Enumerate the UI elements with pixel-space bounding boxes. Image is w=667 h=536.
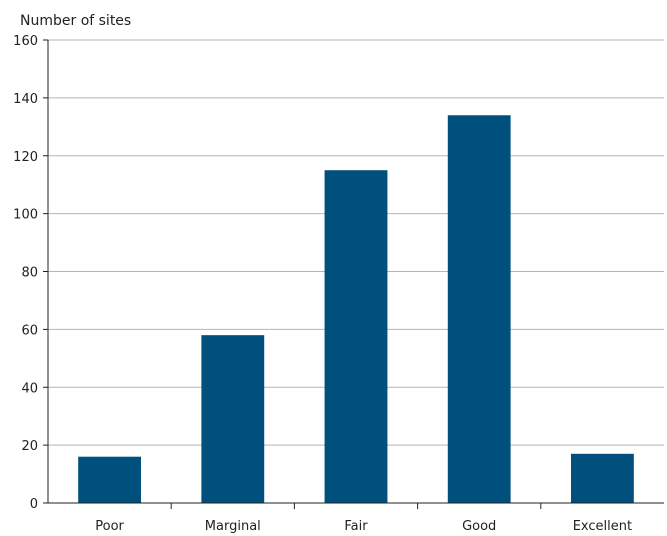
bar-good xyxy=(447,115,511,504)
bar-marginal xyxy=(201,335,265,503)
x-tick-label: Fair xyxy=(344,519,368,534)
x-tick-label: Excellent xyxy=(573,519,632,534)
y-tick-label: 40 xyxy=(21,381,38,396)
y-axis-title: Number of sites xyxy=(20,13,131,29)
y-tick-label: 0 xyxy=(30,497,38,512)
y-tick-label: 100 xyxy=(13,208,38,223)
x-tick-label: Marginal xyxy=(205,519,261,534)
axes xyxy=(43,39,664,509)
y-tick-label: 20 xyxy=(21,439,38,454)
x-tick-label: Good xyxy=(462,519,496,534)
y-tick-label: 160 xyxy=(13,34,38,49)
bar-fair xyxy=(324,170,388,503)
bar-poor xyxy=(78,456,142,503)
y-tick-label: 140 xyxy=(13,92,38,107)
bar-excellent xyxy=(570,453,634,503)
y-tick-label: 80 xyxy=(21,266,38,281)
tick-labels: 0 20 40 60 80 100 120 140 160 Poor Marginal Fair Goo… xyxy=(13,34,632,534)
y-tick-label: 60 xyxy=(21,323,38,338)
bars xyxy=(78,115,634,504)
y-tick-label: 120 xyxy=(13,150,38,165)
x-tick-label: Poor xyxy=(95,519,124,534)
